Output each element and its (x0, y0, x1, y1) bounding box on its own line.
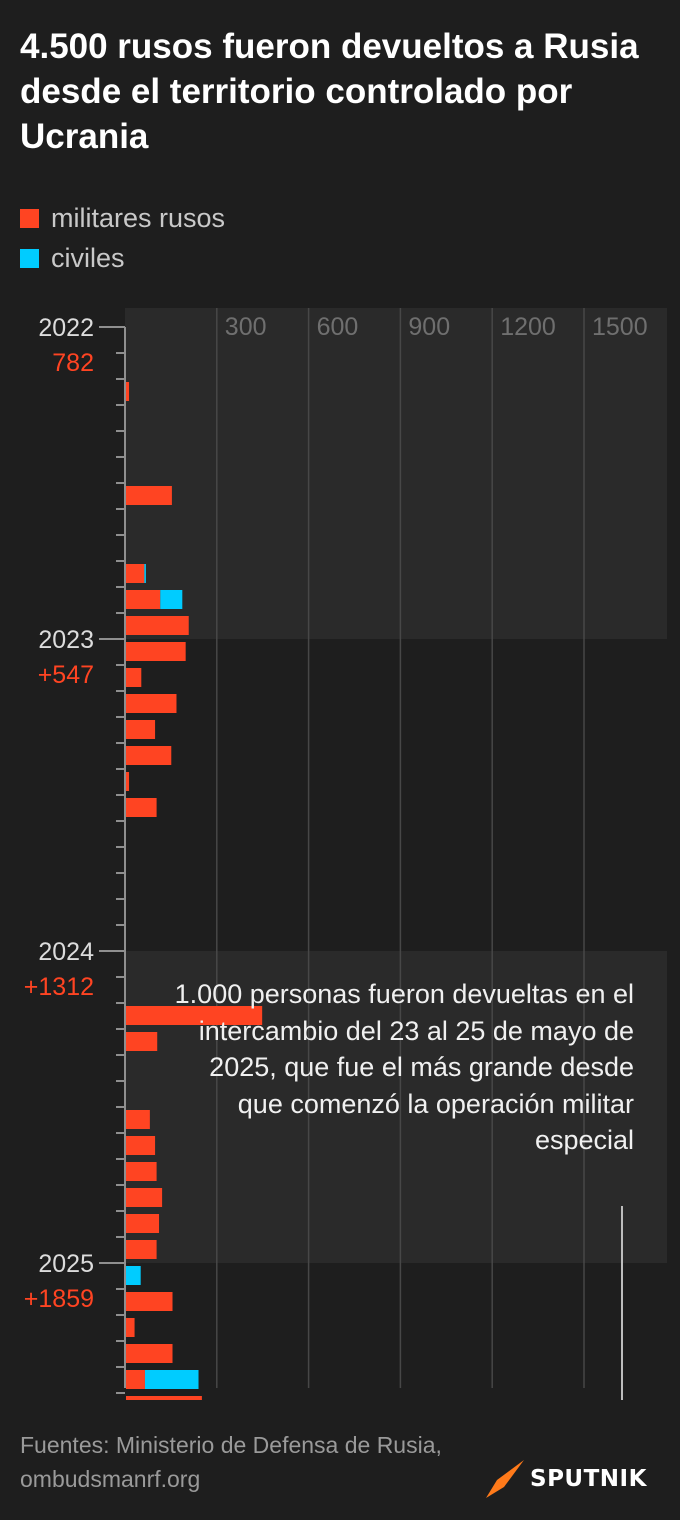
year-label-2024: 2024 (38, 938, 94, 966)
year-total-2025: +1859 (24, 1285, 94, 1313)
chart-title: 4.500 rusos fueron devueltos a Rusia des… (20, 27, 639, 156)
legend-item-military: militares rusos (20, 198, 225, 238)
sputnik-logo-icon (486, 1460, 524, 1498)
sputnik-logo: SPUTNIK (484, 1458, 662, 1500)
source-text: Fuentes: Ministerio de Defensa de Rusia,… (20, 1432, 442, 1492)
year-total-2023: +547 (38, 661, 94, 689)
x-tick-label-600: 600 (317, 313, 359, 341)
bar-military (126, 668, 142, 687)
bar-chart: 300 600 900 1200 1500 2022 782 2023 +547 2024 +131… (24, 308, 667, 1400)
legend-item-civilians: civiles (20, 238, 225, 278)
bar-military (126, 746, 172, 765)
bar-military (126, 616, 189, 635)
sputnik-logo-text: SPUTNIK (530, 1466, 647, 1492)
bar-military (126, 1136, 156, 1155)
year-total-2024: +1312 (24, 973, 94, 1001)
x-tick-label-900: 900 (408, 313, 450, 341)
bar-military (126, 1006, 263, 1025)
bar-military (126, 1032, 158, 1051)
bar-military (126, 564, 145, 583)
bar-military (126, 1292, 173, 1311)
bar-military (126, 1188, 163, 1207)
legend-label-civilians: civiles (51, 242, 125, 273)
bar-military (126, 1240, 157, 1259)
bar-military (126, 382, 130, 401)
bar-military (126, 486, 172, 505)
bar-military (126, 798, 157, 817)
bar-civilians (160, 590, 183, 609)
legend-swatch-military (20, 208, 39, 228)
year-label-2023: 2023 (38, 626, 94, 654)
annotation-leader-line (621, 1206, 623, 1400)
bar-civilians (126, 1266, 141, 1285)
bar-military (126, 642, 186, 661)
annotation-text: 1.000 personas fueron devueltas en el in… (174, 979, 634, 1155)
year-band-2024 (125, 951, 667, 1263)
bar-military (126, 1396, 202, 1400)
bar-civilians (144, 1370, 199, 1389)
bar-military (126, 772, 130, 791)
year-label-2022: 2022 (38, 314, 94, 342)
x-tick-label-1500: 1500 (592, 313, 648, 341)
bar-civilians (144, 564, 146, 583)
year-total-2022: 782 (52, 349, 94, 377)
bar-military (126, 1370, 145, 1389)
bar-military (126, 1344, 173, 1363)
bar-military (126, 1214, 160, 1233)
x-tick-label-1200: 1200 (500, 313, 556, 341)
bar-military (126, 1162, 157, 1181)
bar-military (126, 720, 156, 739)
bar-military (126, 590, 161, 609)
legend-swatch-civilians (20, 248, 39, 268)
year-label-2025: 2025 (38, 1250, 94, 1278)
bar-military (126, 1318, 135, 1337)
bar-military (126, 1110, 150, 1129)
year-band-2022 (125, 308, 667, 639)
legend-label-military: militares rusos (51, 202, 226, 233)
x-tick-label-300: 300 (225, 313, 267, 341)
bar-military (126, 694, 177, 713)
legend: militares rusos civiles (20, 198, 225, 278)
